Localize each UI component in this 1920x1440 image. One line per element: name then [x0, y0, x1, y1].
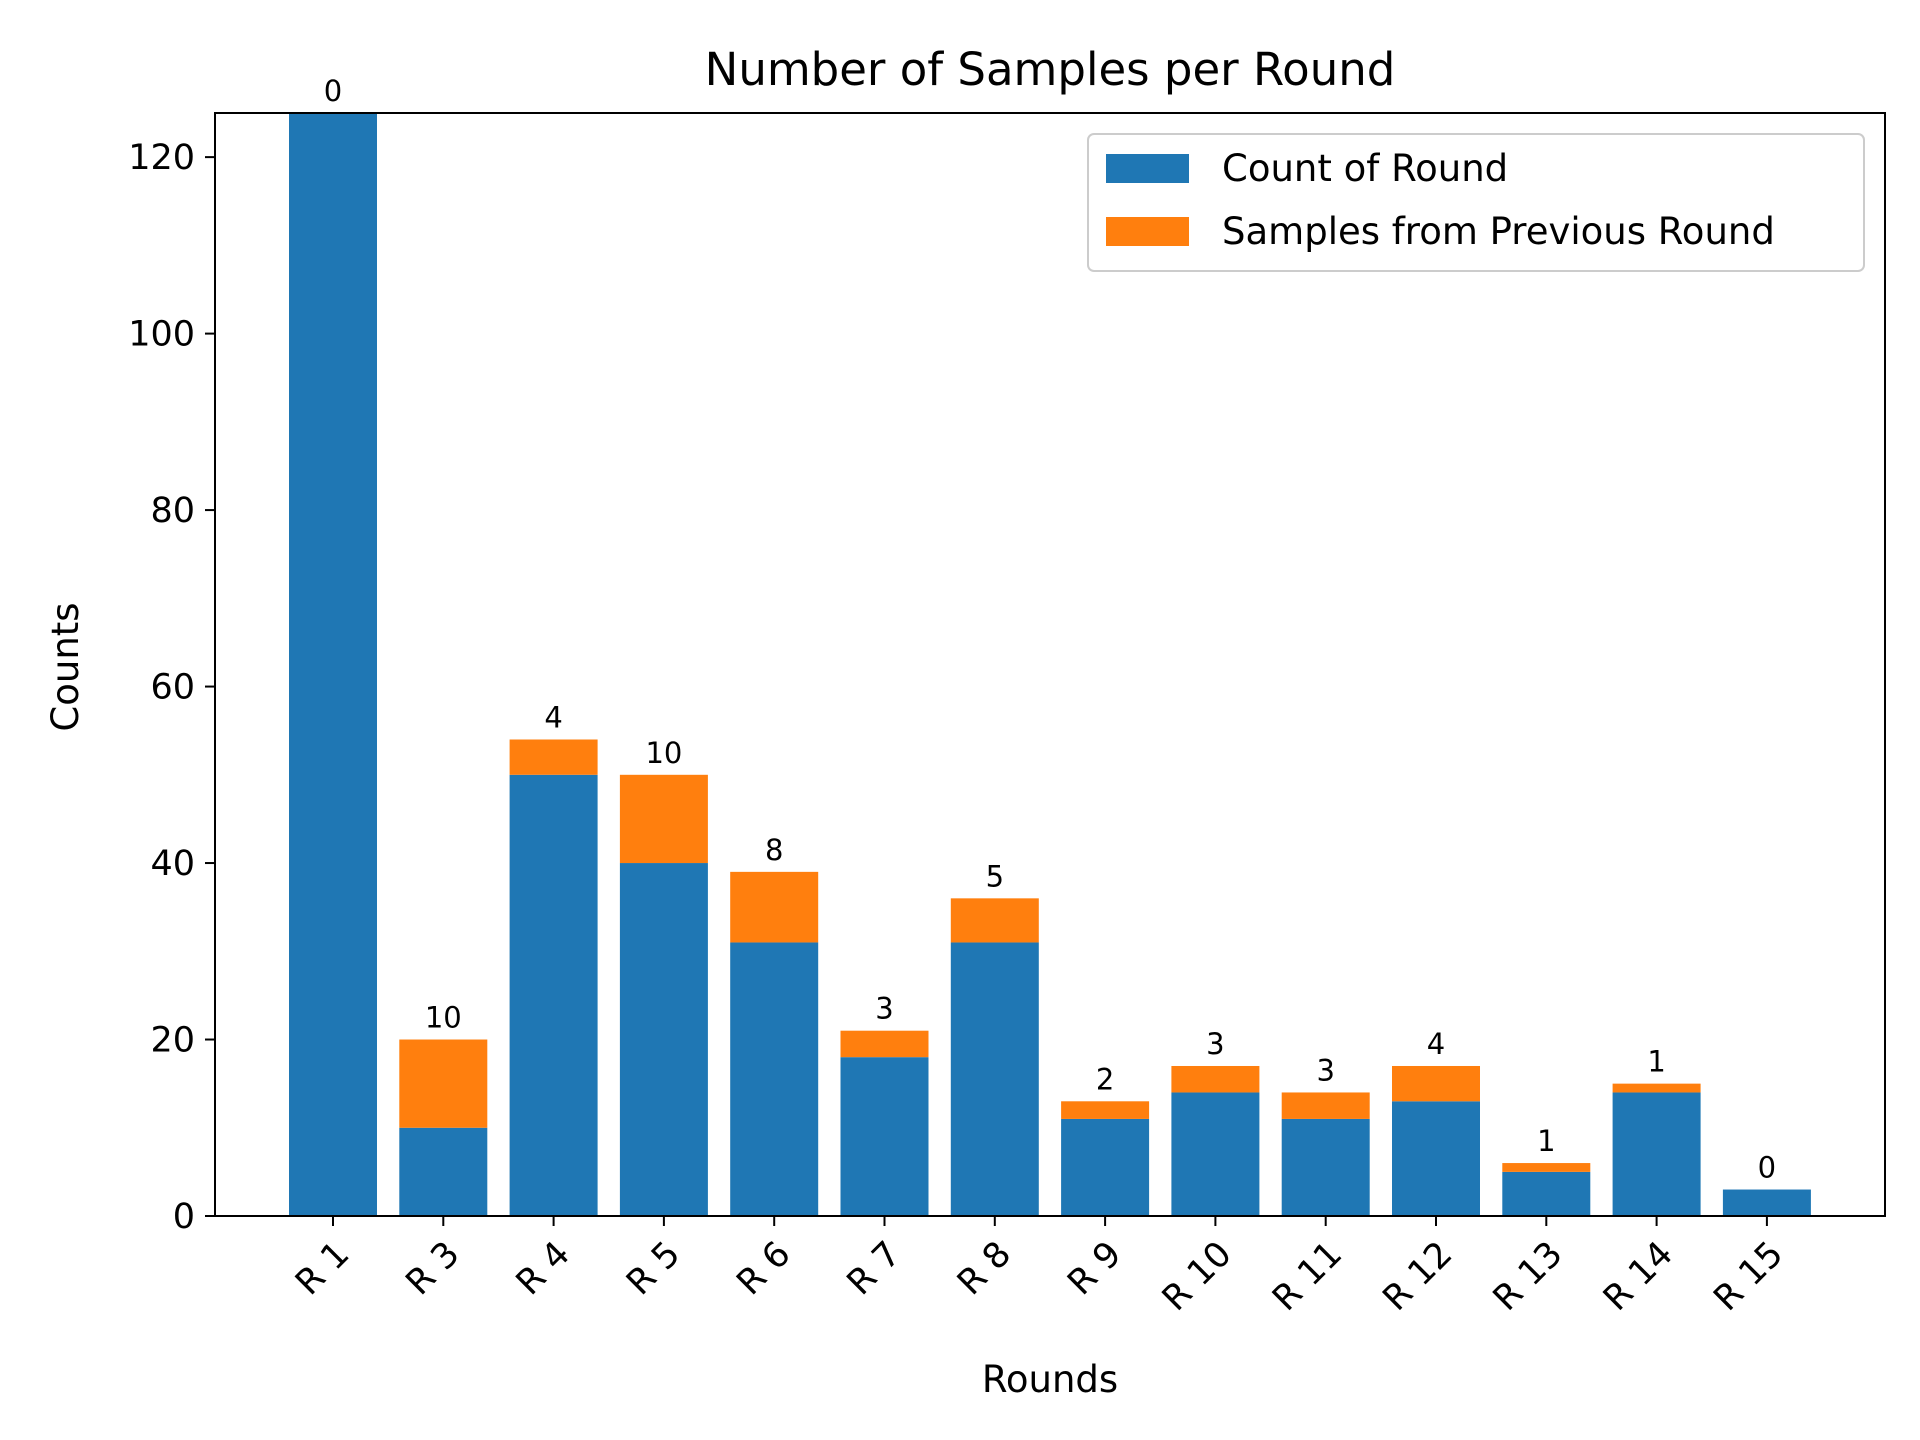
bar-r-11-series-0	[1281, 1118, 1370, 1216]
bar-r-10-series-1	[1171, 1065, 1260, 1093]
data-label-r-10: 3	[1206, 1027, 1224, 1061]
bar-r-7-series-1	[840, 1030, 929, 1058]
data-label-r-7: 3	[875, 992, 893, 1026]
data-label-r-11: 3	[1316, 1053, 1334, 1087]
legend: Count of Round Samples from Previous Rou…	[1087, 133, 1865, 272]
data-label-r-12: 4	[1427, 1027, 1445, 1061]
chart-title: Number of Samples per Round	[705, 43, 1396, 96]
bar-r-10-series-0	[1171, 1092, 1260, 1216]
x-axis-label: Rounds	[982, 1358, 1118, 1401]
data-label-r-1: 0	[324, 74, 342, 108]
bar-r-8-series-0	[950, 942, 1039, 1216]
bar-r-12-series-1	[1392, 1065, 1480, 1102]
bar-r-9-series-1	[1061, 1101, 1150, 1119]
legend-label-count-of-round: Count of Round	[1222, 147, 1508, 190]
bars-layer	[289, 113, 1811, 1216]
data-label-r-4: 4	[544, 701, 562, 735]
bar-r-12-series-0	[1392, 1101, 1480, 1216]
bar-r-5-series-1	[619, 774, 708, 864]
y-tick-label-80: 80	[150, 491, 195, 531]
data-label-r-9: 2	[1096, 1062, 1114, 1096]
y-tick-label-60: 60	[150, 668, 195, 708]
bar-r-4-series-0	[509, 774, 598, 1216]
data-label-r-14: 1	[1647, 1045, 1665, 1079]
data-label-r-13: 1	[1537, 1124, 1555, 1158]
bar-r-4-series-1	[509, 739, 598, 775]
bar-r-14-series-0	[1612, 1092, 1701, 1216]
bar-r-9-series-0	[1061, 1118, 1150, 1216]
bar-r-14-series-1	[1612, 1083, 1701, 1093]
bar-r-8-series-1	[950, 898, 1039, 943]
bar-r-13-series-0	[1502, 1171, 1591, 1216]
bar-r-15-series-0	[1722, 1189, 1811, 1216]
legend-box	[1087, 133, 1865, 272]
data-label-r-6: 8	[765, 833, 783, 867]
plot-frame	[214, 112, 1886, 1217]
legend-swatch-samples-from-previous-round	[1106, 217, 1189, 246]
bar-r-3-series-0	[399, 1127, 488, 1216]
y-tick-label-40: 40	[150, 844, 195, 884]
bar-r-3-series-1	[399, 1039, 488, 1128]
bar-r-11-series-1	[1281, 1092, 1370, 1119]
data-label-r-8: 5	[986, 859, 1004, 893]
bar-r-7-series-0	[840, 1057, 929, 1216]
data-label-r-3: 10	[425, 1001, 462, 1035]
y-tick-label-20: 20	[150, 1021, 195, 1061]
legend-swatch-count-of-round	[1106, 154, 1189, 183]
bar-r-1-series-0	[289, 113, 377, 1216]
y-axis: 0 20 40 60 80 100 120	[128, 138, 215, 1237]
bar-r-6-series-0	[730, 942, 819, 1216]
y-tick-label-100: 100	[128, 315, 195, 355]
bar-r-5-series-0	[619, 863, 708, 1216]
data-label-r-5: 10	[645, 736, 682, 770]
y-tick-label-0: 0	[173, 1197, 195, 1237]
y-axis-label: Counts	[44, 602, 87, 731]
bar-r-13-series-1	[1502, 1163, 1591, 1172]
data-label-r-15: 0	[1758, 1151, 1776, 1185]
legend-label-samples-from-previous-round: Samples from Previous Round	[1222, 210, 1775, 253]
bar-r-6-series-1	[730, 871, 819, 943]
y-tick-label-120: 120	[128, 138, 195, 178]
